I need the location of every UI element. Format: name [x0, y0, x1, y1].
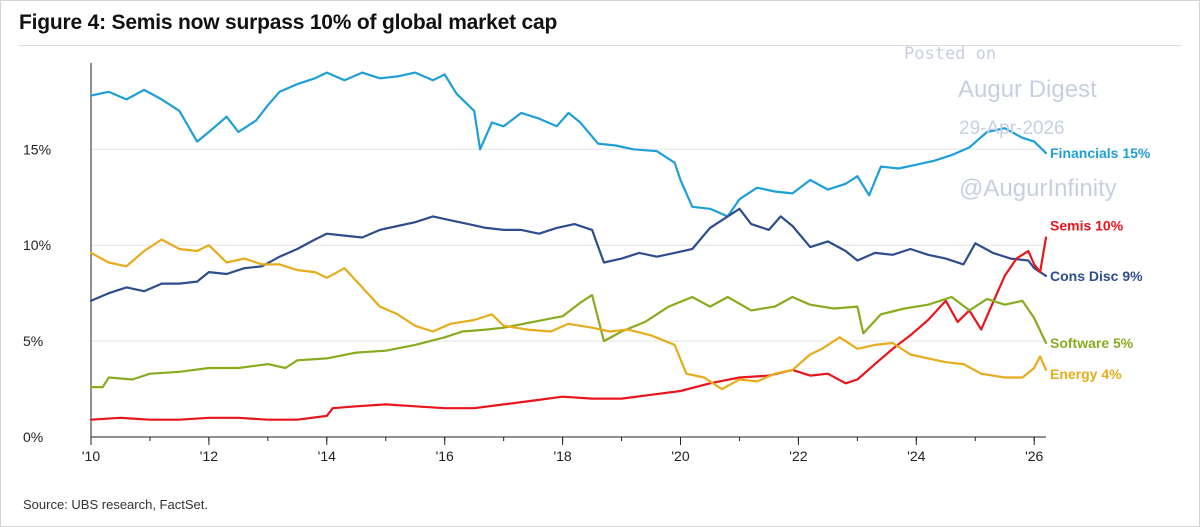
- gridlines: [91, 148, 1046, 342]
- y-tick-label: 5%: [23, 333, 43, 349]
- watermark-site: Augur Digest: [958, 76, 1097, 103]
- series-label-semis: Semis 10%: [1050, 218, 1124, 234]
- watermark-handle: @AugurInfinity: [959, 175, 1117, 202]
- tick-labels: 0% 5% 10% 15% '10 '12 '14 '16 '18 '20 '22 '24 '26: [23, 141, 1044, 464]
- series-label-financials: Financials 15%: [1050, 145, 1151, 161]
- x-tick-label: '26: [1025, 448, 1043, 464]
- y-tick-label: 10%: [23, 237, 51, 253]
- y-tick-label: 0%: [23, 429, 43, 445]
- title-divider: [19, 45, 1181, 46]
- series-lines: [89, 71, 1048, 421]
- x-tick-label: '12: [200, 448, 218, 464]
- series-line-financials: [89, 71, 1048, 218]
- x-tick-label: '20: [671, 448, 689, 464]
- watermark-posted-on: Posted on: [904, 44, 997, 64]
- x-tick-label: '10: [82, 448, 100, 464]
- y-tick-label: 15%: [23, 141, 51, 157]
- watermark-date: 29-Apr-2026: [959, 118, 1065, 139]
- series-labels: Financials 15% Cons Disc 9% Semis 10% Softw…: [1050, 145, 1151, 382]
- x-tick-label: '18: [553, 448, 571, 464]
- source-note: Source: UBS research, FactSet.: [23, 497, 208, 512]
- series-line-software: [89, 294, 1048, 389]
- series-line-energy: [89, 238, 1048, 391]
- chart-title: Figure 4: Semis now surpass 10% of globa…: [19, 11, 558, 34]
- x-tick-label: '16: [436, 448, 454, 464]
- x-tick-label: '14: [318, 448, 336, 464]
- series-label-energy: Energy 4%: [1050, 366, 1122, 382]
- series-line-cons: [89, 207, 1048, 302]
- series-label-cons: Cons Disc 9%: [1050, 268, 1143, 284]
- x-tick-label: '24: [907, 448, 925, 464]
- series-label-software: Software 5%: [1050, 335, 1134, 351]
- x-tick-label: '22: [789, 448, 807, 464]
- axes: [90, 63, 1046, 445]
- series-line-semis: [89, 236, 1048, 421]
